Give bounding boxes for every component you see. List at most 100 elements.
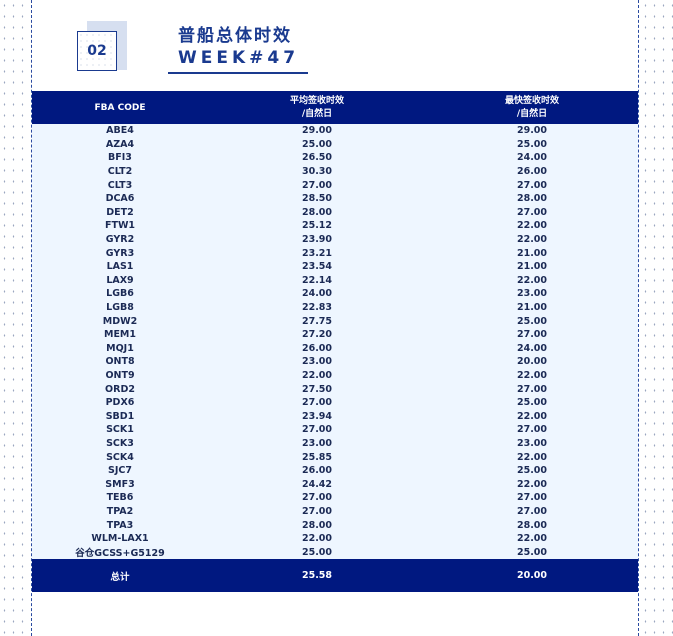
cell-fba-code: CLT2: [107, 166, 133, 178]
cell-avg-days: 27.20: [301, 329, 333, 341]
cell-fastest-days: 22.00: [516, 234, 548, 246]
cell-avg-days: 24.42: [301, 478, 333, 490]
table-row: GYR2 23.90 22.00: [32, 233, 638, 247]
cell-fba-code: ABE4: [106, 125, 134, 137]
cell-avg-days: 23.94: [301, 410, 333, 422]
cell-fba-code: SCK4: [106, 451, 134, 463]
cell-fba-code: ONT8: [105, 356, 135, 368]
col-header-unit: /自然日: [516, 108, 548, 119]
col-header-label: 平均签收时效: [289, 95, 344, 106]
cell-fastest-days: 25.00: [516, 465, 548, 477]
cell-fba-code: CLT3: [107, 179, 133, 191]
cell-fba-code: LAS1: [106, 261, 134, 273]
table-row: AZA4 25.00 25.00: [32, 138, 638, 152]
cell-avg-days: 27.50: [301, 383, 333, 395]
cell-fastest-days: 25.00: [516, 397, 548, 409]
dot-pattern-left: [0, 0, 30, 636]
table-row: DET2 28.00 27.00: [32, 206, 638, 220]
cell-fastest-days: 22.00: [516, 533, 548, 545]
table-row: BFI3 26.50 24.00: [32, 151, 638, 165]
cell-fba-code: SCK1: [106, 424, 134, 436]
cell-fastest-days: 22.00: [516, 220, 548, 232]
table-row: MDW2 27.75 25.00: [32, 314, 638, 328]
cell-avg-days: 24.00: [301, 288, 333, 300]
table-row: TEB6 27.00 27.00: [32, 491, 638, 505]
cell-fastest-days: 25.00: [516, 546, 548, 558]
total-fastest: 20.00: [516, 570, 548, 581]
cell-fba-code: MDW2: [102, 315, 138, 327]
cell-fba-code: LAX9: [106, 274, 134, 286]
cell-avg-days: 22.00: [301, 533, 333, 545]
cell-avg-days: 27.00: [301, 492, 333, 504]
page-title: 普船总体时效: [178, 26, 292, 46]
cell-fba-code: TPA3: [106, 519, 134, 531]
cell-avg-days: 23.00: [301, 437, 333, 449]
table-row: SJC7 26.00 25.00: [32, 464, 638, 478]
page-border-right: [638, 0, 639, 636]
cell-fba-code: DET2: [106, 206, 134, 218]
cell-avg-days: 25.00: [301, 546, 333, 558]
cell-fastest-days: 27.00: [516, 206, 548, 218]
table-row: SCK4 25.85 22.00: [32, 450, 638, 464]
cell-fastest-days: 27.00: [516, 505, 548, 517]
table-row: SCK1 27.00 27.00: [32, 423, 638, 437]
total-avg: 25.58: [301, 570, 333, 581]
cell-avg-days: 23.21: [301, 247, 333, 259]
cell-fastest-days: 21.00: [516, 247, 548, 259]
cell-fba-code: SJC7: [108, 465, 132, 477]
table-row: ORD2 27.50 27.00: [32, 382, 638, 396]
table-row: ABE4 29.00 29.00: [32, 124, 638, 138]
dot-pattern-right: [641, 0, 673, 636]
cell-fastest-days: 20.00: [516, 356, 548, 368]
table-row: ONT9 22.00 22.00: [32, 369, 638, 383]
cell-fastest-days: 28.00: [516, 519, 548, 531]
col-header-label: FBA CODE: [94, 102, 146, 113]
table-row: CLT3 27.00 27.00: [32, 178, 638, 192]
cell-avg-days: 27.00: [301, 397, 333, 409]
table-row: MQJ1 26.00 24.00: [32, 342, 638, 356]
table-row: WLM-LAX1 22.00 22.00: [32, 532, 638, 546]
cell-avg-days: 27.00: [301, 424, 333, 436]
cell-avg-days: 28.50: [301, 193, 333, 205]
table-row: GYR3 23.21 21.00: [32, 246, 638, 260]
col-header-fba-code: FBA CODE: [32, 103, 208, 113]
cell-fastest-days: 27.00: [516, 492, 548, 504]
page-border-left: [31, 0, 32, 636]
cell-avg-days: 28.00: [301, 519, 333, 531]
timeliness-table: FBA CODE 平均签收时效/自然日 最快签收时效/自然日 ABE4 29.00…: [32, 91, 638, 592]
table-row: 谷仓GCSS+G5129 25.00 25.00: [32, 545, 638, 560]
cell-fastest-days: 21.00: [516, 261, 548, 273]
cell-avg-days: 29.00: [301, 125, 333, 137]
cell-fastest-days: 27.00: [516, 179, 548, 191]
col-header-label: 最快签收时效: [504, 95, 559, 106]
table-body: ABE4 29.00 29.00 AZA4 25.00 25.00 BFI3 26.50 24.…: [32, 124, 638, 559]
cell-avg-days: 28.00: [301, 206, 333, 218]
total-label: 总计: [110, 571, 130, 583]
table-header: FBA CODE 平均签收时效/自然日 最快签收时效/自然日: [32, 91, 638, 124]
cell-fba-code: SBD1: [105, 410, 135, 422]
cell-fba-code: MEM1: [103, 329, 136, 341]
cell-avg-days: 26.00: [301, 465, 333, 477]
table-row: LAS1 23.54 21.00: [32, 260, 638, 274]
cell-avg-days: 27.75: [301, 315, 333, 327]
table-total-row: 总计 25.58 20.00: [32, 559, 638, 592]
cell-fastest-days: 24.00: [516, 152, 548, 164]
section-number-badge: 02: [77, 31, 117, 71]
cell-fastest-days: 25.00: [516, 315, 548, 327]
table-row: LAX9 22.14 22.00: [32, 274, 638, 288]
cell-fastest-days: 24.00: [516, 342, 548, 354]
cell-fastest-days: 21.00: [516, 302, 548, 314]
cell-fba-code: WLM-LAX1: [91, 533, 149, 545]
cell-fastest-days: 26.00: [516, 166, 548, 178]
cell-fba-code: MQJ1: [106, 342, 134, 354]
table-row: LGB6 24.00 23.00: [32, 287, 638, 301]
table-row: MEM1 27.20 27.00: [32, 328, 638, 342]
table-row: PDX6 27.00 25.00: [32, 396, 638, 410]
table-row: ONT8 23.00 20.00: [32, 355, 638, 369]
cell-fastest-days: 25.00: [516, 138, 548, 150]
table-row: FTW1 25.12 22.00: [32, 219, 638, 233]
table-row: TPA2 27.00 27.00: [32, 505, 638, 519]
cell-fastest-days: 27.00: [516, 329, 548, 341]
cell-fba-code: FTW1: [104, 220, 136, 232]
table-row: CLT2 30.30 26.00: [32, 165, 638, 179]
